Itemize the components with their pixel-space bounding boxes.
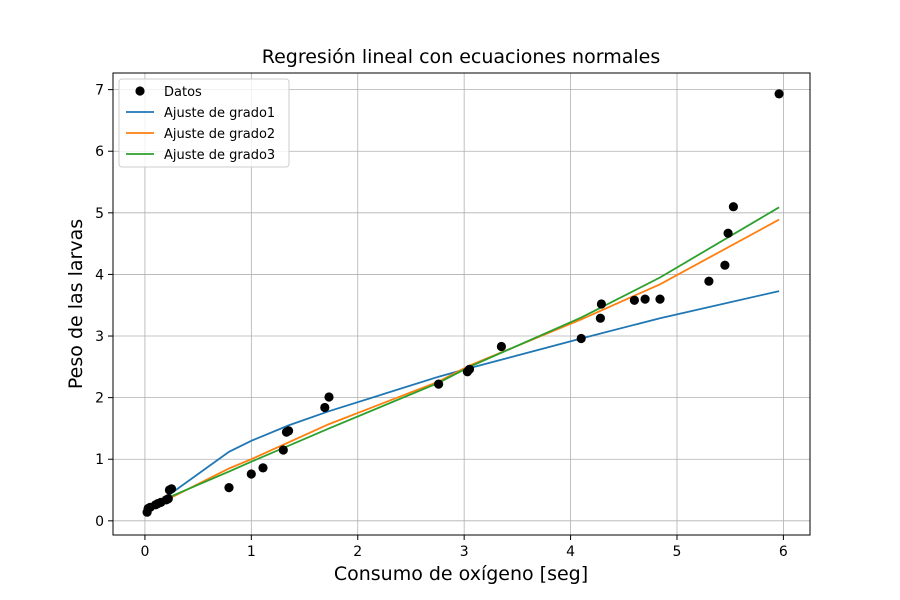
legend-label-3: Ajuste de grado3 <box>164 148 275 163</box>
data-point <box>464 364 475 374</box>
legend-box <box>118 78 290 168</box>
y-tick-label: 7 <box>95 83 104 99</box>
plot-area-frame <box>112 72 811 536</box>
data-point <box>258 463 268 473</box>
y-tick-label: 5 <box>95 206 104 222</box>
x-tick-label: 6 <box>779 544 788 560</box>
data-point <box>629 295 640 305</box>
data-point <box>163 494 173 504</box>
y-tick-label: 6 <box>95 144 104 160</box>
data-point <box>596 299 607 309</box>
legend: Datos Ajuste de grado1 Ajuste de grado2 Aju… <box>118 78 290 168</box>
fit-line-1 <box>146 290 780 512</box>
y-tick-label: 3 <box>95 329 104 345</box>
data-point <box>496 341 506 352</box>
data-point <box>278 445 288 455</box>
data-points <box>142 89 784 517</box>
data-point <box>324 392 334 402</box>
data-point <box>284 426 294 436</box>
x-tick-label: 4 <box>566 544 575 560</box>
data-point <box>320 402 330 413</box>
x-tick-label: 0 <box>140 544 149 560</box>
fit-line-3 <box>146 206 780 507</box>
y-axis-label: Peso de las larvas <box>65 219 87 389</box>
fit-lines <box>146 206 780 512</box>
data-point <box>166 484 177 494</box>
data-point <box>224 483 234 493</box>
data-point <box>640 294 650 304</box>
y-tick-label: 0 <box>95 514 104 530</box>
x-tick-label: 1 <box>247 544 256 560</box>
grid <box>113 73 810 535</box>
data-point <box>246 469 256 479</box>
data-point <box>720 260 730 270</box>
x-tick-label: 2 <box>353 544 362 560</box>
data-point <box>655 294 665 304</box>
legend-label-2: Ajuste de grado2 <box>164 127 275 142</box>
x-axis-label: Consumo de oxígeno [seg] <box>334 563 588 585</box>
x-axis-ticks: 0 1 2 3 4 5 6 <box>140 535 788 560</box>
legend-label-1: Ajuste de grado1 <box>164 106 275 121</box>
data-point <box>723 228 733 238</box>
x-tick-label: 3 <box>460 544 469 560</box>
y-tick-label: 2 <box>95 391 104 407</box>
chart-title: Regresión lineal con ecuaciones normales <box>262 46 660 68</box>
y-tick-label: 1 <box>95 452 104 468</box>
legend-label-datos: Datos <box>164 85 202 100</box>
data-point <box>595 313 606 323</box>
data-point <box>728 202 739 212</box>
data-point <box>704 276 714 286</box>
x-tick-label: 5 <box>673 544 682 560</box>
data-point <box>576 333 586 344</box>
data-point <box>434 379 444 389</box>
data-point <box>774 89 784 99</box>
y-tick-label: 4 <box>95 267 104 283</box>
y-axis-ticks: 0 1 2 3 4 5 6 7 <box>95 83 113 530</box>
legend-marker-datos <box>135 86 145 96</box>
